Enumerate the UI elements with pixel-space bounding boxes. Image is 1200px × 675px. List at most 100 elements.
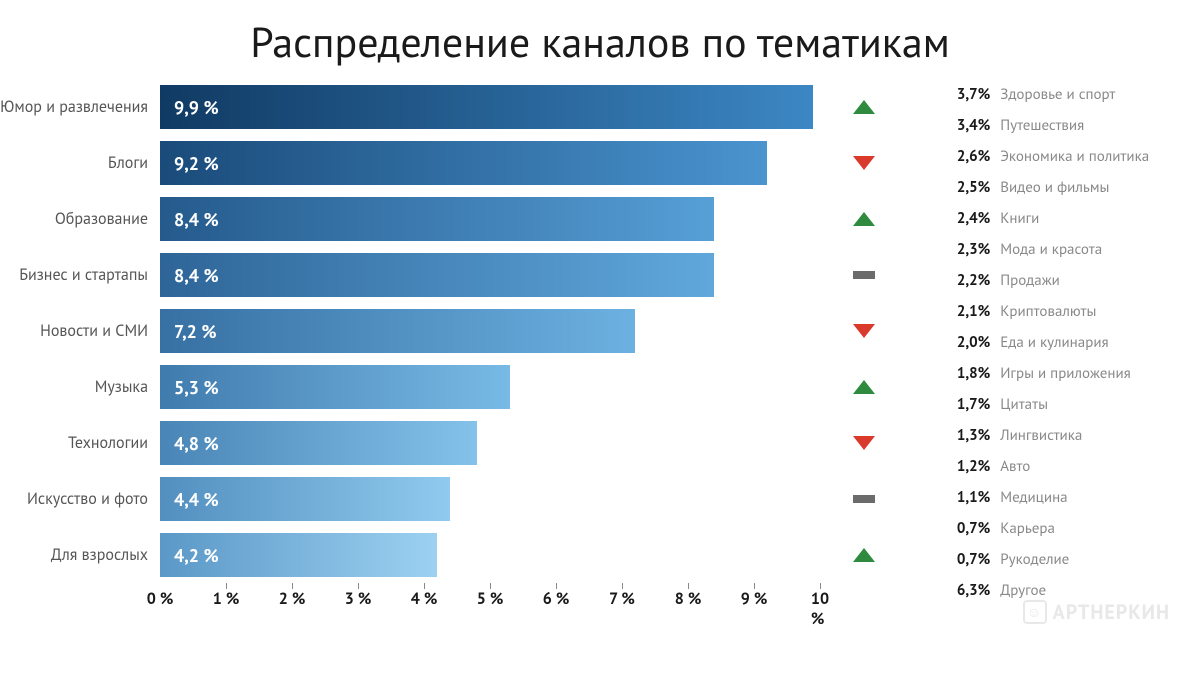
bar-value-label: 7,2 %: [174, 320, 216, 343]
side-item-label: Мода и красота: [1000, 240, 1102, 259]
side-list-item: 1,1%Медицина: [944, 488, 1180, 519]
y-axis-label: Технологии: [0, 434, 160, 452]
side-list-item: 2,2%Продажи: [944, 271, 1180, 302]
bar-track: 5,3 %: [160, 365, 844, 409]
bar-track: 8,4 %: [160, 253, 844, 297]
side-item-percent: 2,4%: [944, 209, 1000, 228]
side-item-percent: 0,7%: [944, 550, 1000, 569]
side-item-percent: 2,0%: [944, 333, 1000, 352]
side-item-label: Лингвистика: [1000, 426, 1082, 445]
side-list-item: 2,6%Экономика и политика: [944, 147, 1180, 178]
side-item-percent: 1,3%: [944, 426, 1000, 445]
side-item-label: Продажи: [1000, 271, 1060, 290]
bar-track: 9,2 %: [160, 141, 844, 185]
trend-flat-icon: [853, 271, 875, 279]
bar-row: Юмор и развлечения9,9 %: [0, 79, 884, 135]
side-list-item: 1,8%Игры и приложения: [944, 364, 1180, 395]
side-item-label: Путешествия: [1000, 116, 1084, 135]
side-item-percent: 1,7%: [944, 395, 1000, 414]
side-item-label: Авто: [1000, 457, 1030, 476]
bar-value-label: 8,4 %: [174, 208, 219, 231]
bar: 5,3 %: [160, 365, 510, 409]
bar: 9,9 %: [160, 85, 813, 129]
trend-down-icon: [853, 324, 875, 338]
x-tick-label: 10 %: [811, 589, 829, 629]
side-item-percent: 6,3%: [944, 581, 1000, 600]
watermark: ☺ АРТНЕРКИН: [1023, 599, 1170, 625]
side-item-label: Медицина: [1000, 488, 1067, 507]
content-wrapper: Юмор и развлечения9,9 % Блоги 9,2 % Образов…: [0, 79, 1200, 613]
x-tick-label: 5 %: [477, 589, 504, 609]
side-list-item: 3,7%Здоровье и спорт: [944, 85, 1180, 116]
side-item-percent: 3,7%: [944, 85, 1000, 104]
chart-title: Распределение каналов по тематикам: [0, 0, 1200, 79]
watermark-icon: ☺: [1023, 600, 1047, 624]
bar-row: Образование 8,4 %: [0, 191, 884, 247]
x-tick-label: 8 %: [675, 589, 702, 609]
y-axis-label: Для взрослых: [0, 546, 160, 564]
side-list: 3,7%Здоровье и спорт3,4%Путешествия2,6%Э…: [944, 79, 1180, 613]
side-list-item: 1,7%Цитаты: [944, 395, 1180, 426]
trend-down-icon: [853, 436, 875, 450]
trend-indicator: [844, 324, 884, 338]
trend-indicator: [844, 548, 884, 562]
trend-up-icon: [853, 100, 875, 114]
bar-value-label: 9,2 %: [174, 152, 219, 175]
side-item-percent: 3,4%: [944, 116, 1000, 135]
side-list-item: 2,3%Мода и красота: [944, 240, 1180, 271]
bar-row: Искусство и фото4,4 %: [0, 471, 884, 527]
bar-row: Для взрослых4,2 %: [0, 527, 884, 583]
side-list-item: 2,0%Еда и кулинария: [944, 333, 1180, 364]
trend-indicator: [844, 156, 884, 170]
side-list-item: 2,1%Криптовалюты: [944, 302, 1180, 333]
bar: 4,4 %: [160, 477, 450, 521]
side-list-item: 1,2%Авто: [944, 457, 1180, 488]
bar-track: 8,4 %: [160, 197, 844, 241]
chart-area: Юмор и развлечения9,9 % Блоги 9,2 % Образов…: [0, 79, 944, 613]
bar: 8,4 %: [160, 197, 714, 241]
trend-indicator: [844, 100, 884, 114]
bar-row: Технологии4,8 %: [0, 415, 884, 471]
y-axis-label: Бизнес и стартапы: [0, 266, 160, 284]
y-axis-label: Образование: [0, 210, 160, 228]
side-item-percent: 1,1%: [944, 488, 1000, 507]
y-axis-label: Музыка: [0, 378, 160, 396]
bars-container: Юмор и развлечения9,9 % Блоги 9,2 % Образов…: [0, 79, 884, 583]
x-tick-label: 3 %: [345, 589, 372, 609]
y-axis-label: Блоги: [0, 154, 160, 172]
side-item-label: Еда и кулинария: [1000, 333, 1108, 352]
side-item-label: Игры и приложения: [1000, 364, 1131, 383]
y-axis-label: Юмор и развлечения: [0, 98, 160, 116]
trend-down-icon: [853, 156, 875, 170]
x-tick-label: 1 %: [213, 589, 240, 609]
bar: 4,8 %: [160, 421, 477, 465]
bar-track: 4,4 %: [160, 477, 844, 521]
side-item-label: Цитаты: [1000, 395, 1048, 414]
x-tick-label: 0 %: [147, 589, 174, 609]
side-list-item: 2,4%Книги: [944, 209, 1180, 240]
side-item-percent: 2,6%: [944, 147, 1000, 166]
y-axis-label: Новости и СМИ: [0, 322, 160, 340]
bar: 4,2 %: [160, 533, 437, 577]
bar-row: Блоги 9,2 %: [0, 135, 884, 191]
bar-row: Новости и СМИ 7,2 %: [0, 303, 884, 359]
side-list-item: 1,3%Лингвистика: [944, 426, 1180, 457]
side-list-item: 3,4%Путешествия: [944, 116, 1180, 147]
watermark-text: АРТНЕРКИН: [1053, 599, 1170, 625]
y-axis-label: Искусство и фото: [0, 490, 160, 508]
side-item-percent: 0,7%: [944, 519, 1000, 538]
side-list-item: 0,7%Карьера: [944, 519, 1180, 550]
side-list-item: 2,5%Видео и фильмы: [944, 178, 1180, 209]
side-item-label: Криптовалюты: [1000, 302, 1096, 321]
bar-track: 4,8 %: [160, 421, 844, 465]
side-item-percent: 1,8%: [944, 364, 1000, 383]
side-item-label: Книги: [1000, 209, 1039, 228]
trend-up-icon: [853, 212, 875, 226]
x-tick-label: 2 %: [279, 589, 306, 609]
trend-indicator: [844, 436, 884, 450]
side-item-label: Видео и фильмы: [1000, 178, 1109, 197]
x-tick-label: 4 %: [411, 589, 438, 609]
trend-indicator: [844, 212, 884, 226]
side-item-percent: 2,2%: [944, 271, 1000, 290]
bar: 9,2 %: [160, 141, 767, 185]
